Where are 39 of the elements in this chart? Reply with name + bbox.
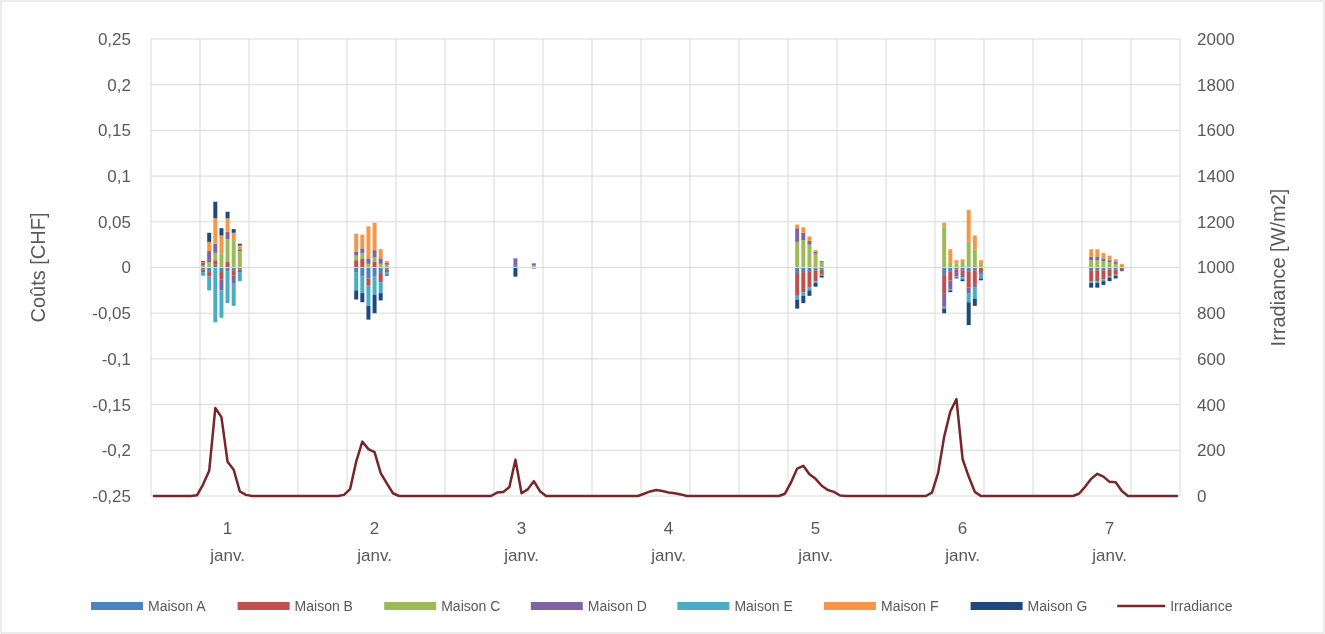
y2-tick-label: 800	[1197, 304, 1226, 324]
y2-axis-title: Irradiance [W/m2]	[1267, 188, 1289, 347]
y2-tick-label: 0	[1197, 486, 1207, 506]
legend-label: Maison G	[1027, 597, 1088, 614]
y-tick-label: 0	[121, 258, 131, 278]
y2-tick-label: 1400	[1197, 167, 1235, 187]
x-tick-label: 2 janv.	[356, 519, 392, 565]
y-tick-label: 0,15	[97, 121, 131, 141]
y-tick-label: -0,2	[101, 441, 131, 461]
y-tick-label: -0,25	[92, 486, 131, 506]
y-tick-label: -0,1	[101, 349, 131, 369]
y2-tick-label: 1200	[1197, 212, 1235, 232]
y-tick-label: 0,05	[97, 212, 131, 232]
legend-label: Maison D	[587, 597, 647, 614]
y-tick-label: 0,1	[107, 167, 131, 187]
legend-label: Maison E	[734, 597, 793, 614]
x-tick-label: 1 janv.	[209, 519, 245, 565]
x-tick-label: 3 janv.	[503, 519, 539, 565]
x-tick-label: 5 janv.	[797, 519, 833, 565]
y2-tick-label: 400	[1197, 395, 1226, 415]
legend-label: Maison C	[441, 597, 501, 614]
y-axis-title: Coûts [CHF]	[27, 212, 49, 323]
y2-tick-label: 600	[1197, 349, 1226, 369]
y-tick-label: -0,05	[92, 304, 131, 324]
y-tick-label: -0,15	[92, 395, 131, 415]
y2-tick-label: 1600	[1197, 121, 1235, 141]
x-tick-label: 4 janv.	[650, 519, 686, 565]
legend-label: Maison B	[294, 597, 353, 614]
legend-label: Irradiance	[1170, 597, 1233, 614]
x-tick-label: 6 janv.	[944, 519, 980, 565]
y2-tick-label: 1800	[1197, 75, 1235, 95]
x-tick-label: 7 janv.	[1091, 519, 1127, 565]
legend-label: Maison A	[148, 597, 207, 614]
legend-label: Maison F	[881, 597, 939, 614]
y2-tick-label: 200	[1197, 441, 1226, 461]
y2-tick-label: 2000	[1197, 29, 1235, 49]
y-tick-label: 0,25	[97, 29, 131, 49]
y2-tick-label: 1000	[1197, 258, 1235, 278]
y-tick-label: 0,2	[107, 75, 131, 95]
